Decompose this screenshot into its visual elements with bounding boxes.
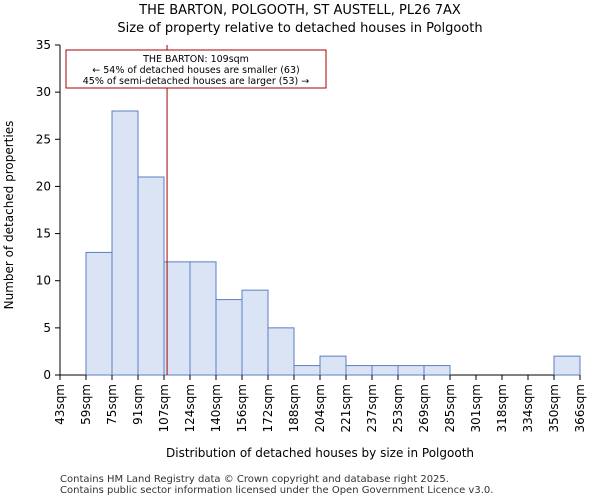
x-tick-label: 204sqm [313, 384, 327, 432]
annotation-line-1: THE BARTON: 109sqm [142, 54, 249, 65]
x-tick-label: 366sqm [573, 384, 587, 432]
x-tick-label: 301sqm [469, 384, 483, 432]
histogram-bar [319, 355, 347, 376]
x-tick-label: 221sqm [339, 384, 353, 432]
y-tick-label: 30 [36, 85, 51, 99]
histogram-bar [241, 289, 269, 376]
x-tick-label: 156sqm [235, 384, 249, 432]
histogram-bar [345, 365, 373, 376]
y-tick-label: 0 [43, 368, 51, 382]
x-tick-label: 285sqm [443, 384, 457, 432]
y-tick-label: 5 [43, 321, 51, 335]
histogram-bar [85, 251, 113, 376]
histogram-bar [371, 365, 399, 376]
y-tick-label: 25 [36, 132, 51, 146]
y-tick-label: 20 [36, 179, 51, 193]
y-axis-label: Number of detached properties [2, 121, 16, 310]
x-tick-label: 237sqm [365, 384, 379, 432]
histogram-bar [137, 176, 165, 376]
x-tick-label: 91sqm [131, 384, 145, 425]
x-tick-label: 107sqm [157, 384, 171, 432]
y-tick-label: 15 [36, 227, 51, 241]
footer-line-1: Contains HM Land Registry data © Crown c… [60, 474, 449, 485]
chart-title: THE BARTON, POLGOOTH, ST AUSTELL, PL26 7… [139, 3, 461, 18]
x-tick-label: 253sqm [391, 384, 405, 432]
x-tick-label: 43sqm [53, 384, 67, 425]
x-tick-label: 75sqm [105, 384, 119, 425]
x-tick-label: 334sqm [521, 384, 535, 432]
x-tick-label: 188sqm [287, 384, 301, 432]
histogram-bar [423, 365, 451, 376]
annotation-box [65, 49, 327, 89]
footer-line-2: Contains public sector information licen… [60, 485, 494, 496]
x-tick-label: 124sqm [183, 384, 197, 432]
histogram-bar [397, 365, 425, 376]
y-tick-label: 35 [36, 38, 51, 52]
histogram-bar [267, 327, 295, 376]
histogram-bar [293, 365, 321, 376]
histogram-bar [189, 261, 217, 376]
x-tick-label: 140sqm [209, 384, 223, 432]
x-tick-label: 59sqm [79, 384, 93, 425]
x-tick-label: 318sqm [495, 384, 509, 432]
x-tick-label: 350sqm [547, 384, 561, 432]
chart-subtitle: Size of property relative to detached ho… [117, 21, 483, 36]
histogram-bar [215, 299, 243, 376]
x-tick-label: 269sqm [417, 384, 431, 432]
annotation-line-3: 45% of semi-detached houses are larger (… [83, 76, 310, 87]
histogram-bar [553, 355, 581, 376]
annotation-line-2: ← 54% of detached houses are smaller (63… [92, 65, 299, 76]
x-tick-label: 172sqm [261, 384, 275, 432]
histogram-bar [111, 110, 139, 376]
y-tick-label: 10 [36, 274, 51, 288]
x-axis-label: Distribution of detached houses by size … [166, 446, 474, 460]
histogram-bar [163, 261, 191, 376]
